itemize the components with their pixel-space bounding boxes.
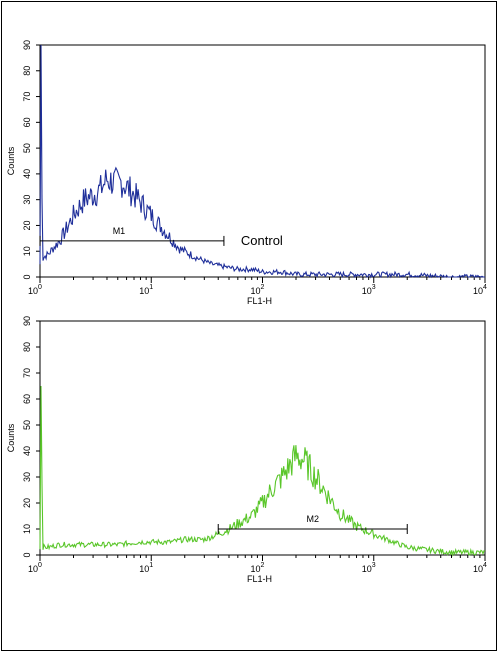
gate-label: M1 [113,226,126,236]
y-tick-label: 90 [22,316,32,326]
y-tick-label: 90 [22,40,32,50]
x-tick-base: 10 [139,564,149,574]
x-tick-label: 101 [139,562,153,574]
x-tick-exponent: 3 [372,284,376,291]
x-tick-exponent: 0 [38,284,42,291]
histogram-trace [39,44,485,279]
y-tick-label: 80 [22,342,32,352]
y-tick-label: 60 [22,394,32,404]
x-tick-exponent: 1 [149,562,153,569]
x-tick-label: 102 [251,562,265,574]
x-tick-exponent: 1 [149,284,153,291]
y-tick-label: 50 [22,420,32,430]
x-tick-label: 104 [473,284,487,296]
x-axis-label: FL1-H [247,296,272,306]
x-tick-base: 10 [362,286,372,296]
gate-label: M2 [306,514,319,524]
y-tick-label: 80 [22,66,32,76]
y-tick-label: 70 [22,92,32,102]
x-tick-label: 103 [362,284,376,296]
x-tick-base: 10 [28,286,38,296]
y-tick-label: 50 [22,143,32,153]
y-tick-label: 30 [22,195,32,205]
x-tick-base: 10 [362,564,372,574]
x-tick-exponent: 4 [483,562,487,569]
x-tick-base: 10 [473,564,483,574]
y-tick-label: 70 [22,368,32,378]
x-tick-label: 102 [251,284,265,296]
x-tick-label: 104 [473,562,487,574]
x-tick-base: 10 [28,564,38,574]
y-tick-label: 20 [22,498,32,508]
y-tick-label: 10 [22,524,32,534]
plot-area-border [39,320,486,556]
y-tick-label: 40 [22,446,32,456]
x-tick-exponent: 4 [483,284,487,291]
y-tick-label: 10 [22,246,32,256]
x-tick-base: 10 [251,286,261,296]
x-tick-label: 103 [362,562,376,574]
x-tick-base: 10 [251,564,261,574]
y-axis-label: Counts [6,146,16,175]
y-tick-label: 30 [22,472,32,482]
x-tick-label: 101 [139,284,153,296]
y-tick-label: 40 [22,169,32,179]
y-tick-label: 60 [22,117,32,127]
x-tick-label: 100 [28,562,42,574]
y-tick-label: 0 [22,274,32,279]
annotation-control: Control [241,233,283,248]
y-axis-label: Counts [6,423,16,452]
x-tick-base: 10 [473,286,483,296]
x-tick-exponent: 3 [372,562,376,569]
x-tick-label: 100 [28,284,42,296]
y-tick-label: 0 [22,552,32,557]
x-axis-label: FL1-H [247,574,272,584]
x-tick-base: 10 [139,286,149,296]
histogram-trace [39,385,486,557]
x-tick-exponent: 2 [261,562,265,569]
x-tick-exponent: 0 [38,562,42,569]
y-tick-label: 20 [22,220,32,230]
x-tick-exponent: 2 [261,284,265,291]
